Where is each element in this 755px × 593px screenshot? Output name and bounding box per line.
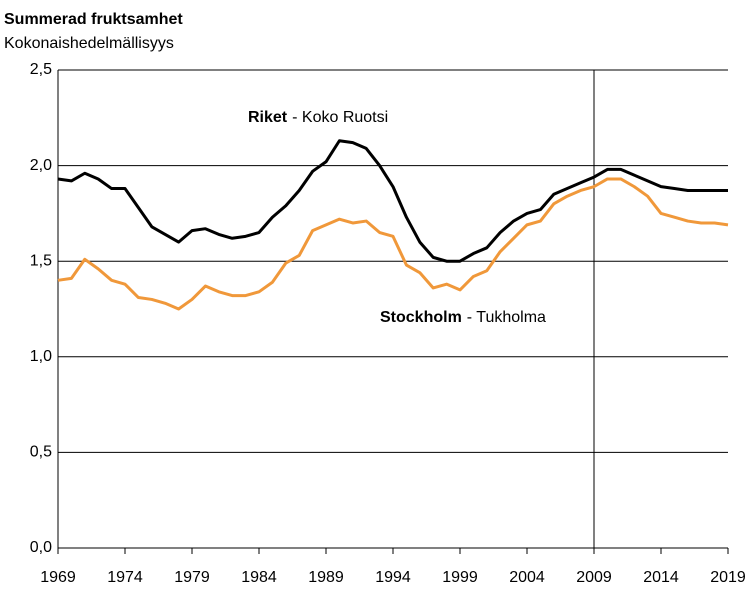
line-series [57, 139, 728, 263]
x-tick-label: 1984 [241, 569, 277, 586]
x-tick-label: 1969 [40, 569, 76, 586]
series-name: Stockholm [380, 309, 462, 326]
x-tick-label: 1989 [308, 569, 344, 586]
y-tick-label: 0,5 [30, 444, 52, 461]
x-tick-label: 2004 [509, 569, 545, 586]
line-series [57, 177, 729, 311]
y-tick-label: 2,5 [30, 61, 52, 78]
y-tick-label: 1,0 [30, 348, 52, 365]
series-label: Stockholm - Tukholma [380, 309, 546, 326]
series-label: Riket - Koko Ruotsi [248, 109, 388, 126]
x-tick-label: 2009 [576, 569, 612, 586]
y-tick-label: 2,0 [30, 157, 52, 174]
x-tick-label: 1979 [174, 569, 210, 586]
x-tick-label: 1999 [442, 569, 478, 586]
x-tick-label: 1974 [107, 569, 143, 586]
annotation: - Koko Ruotsi [292, 109, 388, 126]
annotation: - Tukholma [467, 309, 546, 326]
y-tick-label: 0,0 [30, 539, 52, 556]
y-tick-label: 1,5 [30, 252, 52, 269]
chart-subtitle: Kokonaishedelmällisyys [4, 35, 174, 52]
x-tick-label: 2019 [710, 569, 746, 586]
series-name: Riket [248, 109, 288, 126]
x-tick-label: 2014 [643, 569, 679, 586]
chart-title: Summerad fruktsamhet [4, 11, 183, 28]
x-tick-label: 1994 [375, 569, 411, 586]
